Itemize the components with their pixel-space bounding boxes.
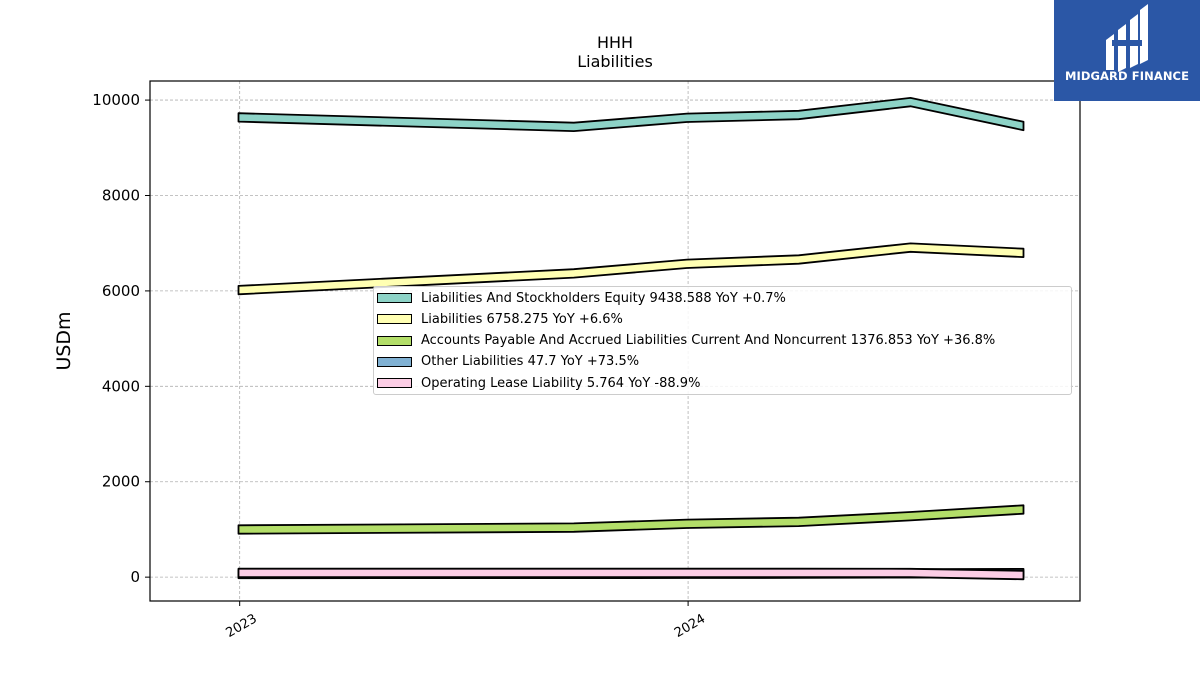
x-tick-label: 2023	[224, 611, 260, 641]
legend-swatch	[377, 335, 412, 346]
series-band-1	[237, 242, 1025, 296]
legend-swatch	[377, 314, 412, 325]
legend-swatch	[377, 378, 412, 389]
series-band-0	[237, 97, 1025, 132]
y-tick-label: 10000	[92, 91, 140, 109]
legend-label: Other Liabilities 47.7 YoY +73.5%	[421, 354, 640, 370]
legend-swatch	[377, 356, 412, 367]
legend-label: Accounts Payable And Accrued Liabilities…	[421, 333, 996, 349]
plot-frame	[149, 80, 1081, 602]
series-band-4	[237, 567, 1025, 581]
brand-logo: MIDGARD FINANCE	[1054, 0, 1200, 101]
legend-label: Liabilities And Stockholders Equity 9438…	[421, 290, 786, 306]
series-layer	[237, 97, 1025, 581]
series-band-2	[237, 504, 1025, 535]
legend-label: Operating Lease Liability 5.764 YoY -88.…	[421, 375, 701, 391]
y-tick-label: 0	[130, 568, 140, 586]
logo-text: MIDGARD FINANCE	[1064, 69, 1190, 83]
chart-title: HHH	[597, 33, 633, 52]
y-tick-label: 2000	[102, 473, 140, 491]
y-tick-label: 8000	[102, 186, 140, 204]
y-tick-label: 6000	[102, 282, 140, 300]
legend-label: Liabilities 6758.275 YoY +6.6%	[421, 311, 623, 327]
logo-mark-icon	[1106, 4, 1148, 72]
x-tick-label: 2024	[672, 611, 708, 641]
legend: Liabilities And Stockholders Equity 9438…	[373, 286, 1072, 395]
legend-swatch	[377, 293, 412, 303]
y-axis-label: USDm	[53, 311, 75, 370]
y-tick-label: 4000	[102, 377, 140, 395]
chart-subtitle: Liabilities	[577, 52, 653, 71]
